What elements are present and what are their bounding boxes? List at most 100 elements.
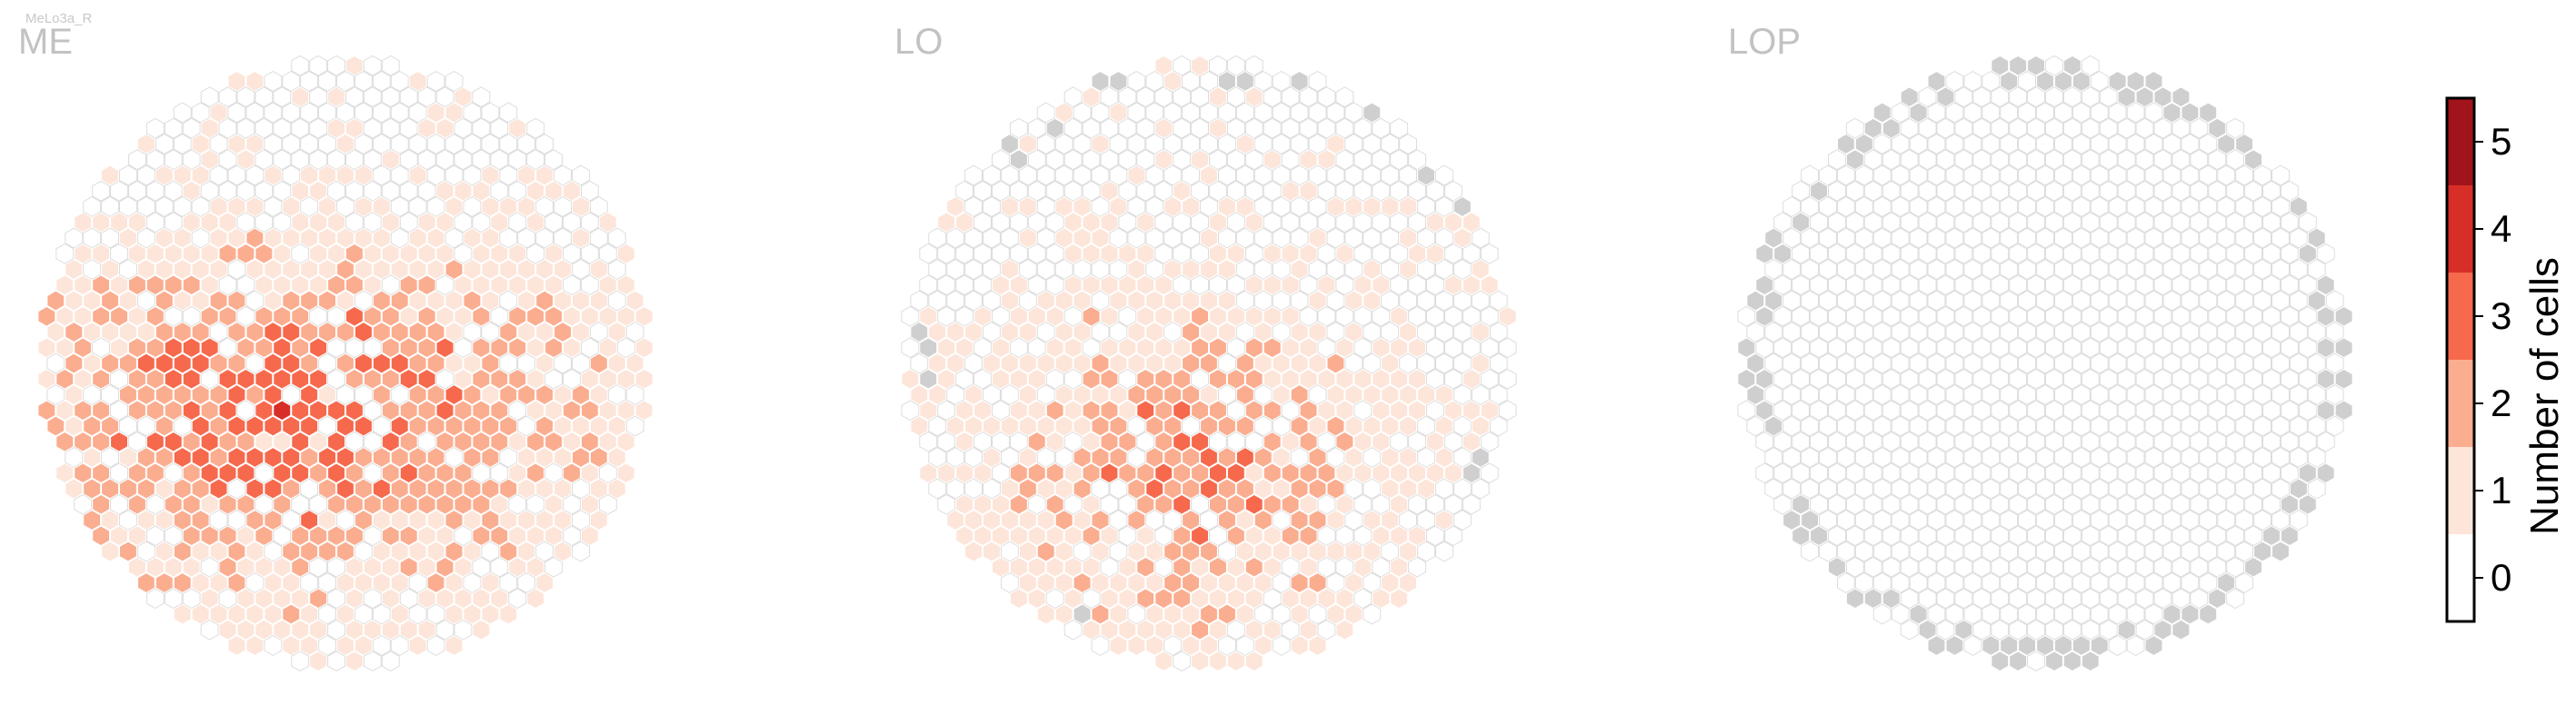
hex-cell (2135, 117, 2154, 139)
hex-cell (255, 180, 274, 202)
hex-cell (1918, 180, 1937, 202)
hex-cell (182, 243, 201, 264)
hex-cell (1127, 134, 1146, 154)
hex-cell (1299, 431, 1318, 452)
hex-cell (399, 525, 418, 547)
hex-cell (1326, 353, 1345, 374)
hex-cell (2199, 196, 2218, 217)
hex-cell (236, 149, 255, 171)
hex-cell (1773, 431, 1792, 452)
hex-cell (563, 305, 581, 327)
hex-cell (1963, 510, 1982, 531)
hex-cell (1426, 462, 1444, 484)
hex-cell (1253, 572, 1273, 593)
hex-cell (2108, 71, 2127, 92)
hex-cell (1444, 212, 1463, 233)
hex-cell (1317, 180, 1336, 202)
hex-cell (119, 510, 137, 531)
hex-cell (928, 478, 947, 500)
hex-cell (1027, 117, 1046, 139)
hex-cell (472, 619, 491, 641)
hex-cell (581, 337, 599, 359)
hex-cell (1863, 368, 1882, 390)
hex-cell (1471, 227, 1490, 249)
hex-cell (1792, 212, 1810, 233)
hex-cell (2018, 572, 2036, 593)
hex-cell (101, 196, 119, 217)
hex-cell (554, 196, 572, 217)
hex-cell (1782, 510, 1802, 531)
hex-cell (554, 353, 572, 374)
hex-cell (119, 447, 137, 468)
hex-cell (291, 86, 310, 108)
hex-cell (1845, 368, 1864, 390)
hex-cell (1191, 149, 1209, 171)
hex-cell (2045, 431, 2063, 452)
hex-cell (1209, 212, 1227, 233)
hex-cell (2153, 274, 2172, 296)
hex-cell (526, 337, 545, 359)
hex-cell (1399, 227, 1417, 249)
hex-cell (1036, 322, 1055, 343)
hex-cell (1764, 415, 1783, 437)
hex-cell (1408, 431, 1426, 452)
hex-cell (1845, 274, 1864, 296)
hex-cell (200, 368, 219, 390)
hex-cell (2144, 259, 2163, 280)
hex-cell (2126, 322, 2145, 343)
hex-cell (1344, 134, 1363, 154)
hex-cell (2144, 102, 2163, 124)
hex-cell (2099, 86, 2118, 108)
hex-cell (2081, 117, 2100, 139)
hex-cell (526, 243, 545, 264)
hex-cell (92, 337, 110, 359)
hex-cell (517, 510, 536, 531)
hex-cell (1209, 180, 1227, 202)
hex-cell (435, 588, 454, 610)
hex-cell (634, 305, 654, 327)
hex-cell (1145, 134, 1164, 154)
hex-cell (1209, 588, 1227, 610)
hex-cell (598, 337, 617, 359)
hex-cell (1082, 619, 1101, 641)
hex-cell (381, 305, 400, 327)
hex-cell (1036, 259, 1055, 280)
hex-cell (2126, 541, 2145, 562)
hex-cell (1417, 384, 1435, 405)
hex-cell (2000, 353, 2019, 374)
hex-cell (137, 259, 155, 280)
hex-cell (291, 525, 310, 547)
hex-cell (1290, 353, 1309, 374)
hex-cell (1027, 212, 1046, 233)
hex-cell (2018, 510, 2036, 531)
hex-cell (2054, 478, 2072, 500)
hex-cell (435, 274, 454, 296)
hex-cell (1801, 478, 1819, 500)
hex-cell (1991, 180, 2010, 202)
hex-cell (155, 447, 174, 468)
hex-cell (1863, 305, 1882, 327)
hex-cell (1027, 149, 1046, 171)
hex-cell (946, 259, 965, 280)
hex-cell (2027, 588, 2045, 610)
hex-cell (1982, 196, 2001, 217)
hex-cell (1390, 212, 1409, 233)
hex-cell (1810, 243, 1828, 264)
hex-cell (1982, 134, 2001, 154)
hex-cell (218, 368, 237, 390)
hex-cell (2262, 368, 2281, 390)
hex-cell (1209, 243, 1227, 264)
hex-cell (408, 510, 427, 531)
hex-cell (1363, 290, 1382, 312)
hex-cell (1810, 305, 1828, 327)
hex-cell (2062, 556, 2082, 578)
hex-cell (1218, 510, 1236, 531)
hex-cell (309, 337, 328, 359)
hex-cell (101, 164, 119, 186)
hex-cell (2217, 384, 2236, 405)
hex-cell (1308, 510, 1327, 531)
hex-cell (363, 368, 382, 390)
hex-cell (1381, 196, 1400, 217)
hex-cell (1100, 400, 1119, 422)
hex-cell (1073, 134, 1092, 154)
